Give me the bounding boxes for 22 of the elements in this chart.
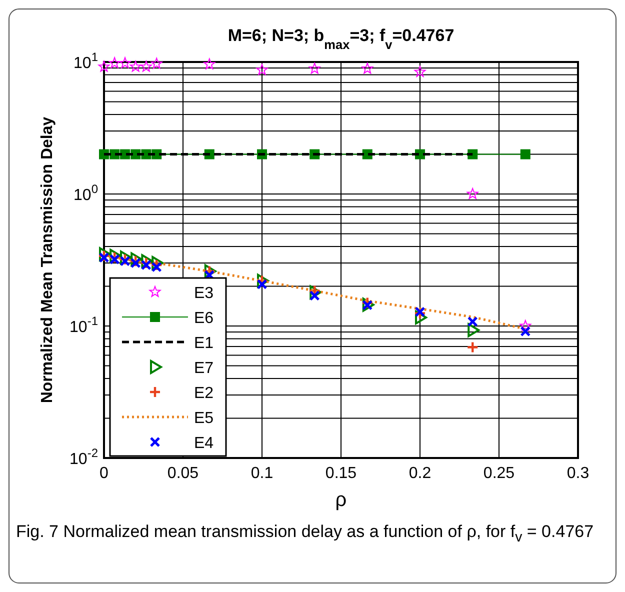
legend-label: E1	[194, 335, 214, 352]
y-tick-label: 10$^{1}$	[74, 50, 98, 72]
caption: Fig. 7 Normalized mean transmission delay as a function of ρ, for f$_{v}$ = 0.4767	[16, 521, 595, 548]
x-tick-label: 0.15	[325, 465, 357, 482]
y-tick-label: 10$^{0}$	[74, 182, 98, 204]
x-tick-label: 0	[100, 465, 109, 482]
legend-label: E2	[194, 385, 214, 402]
y-axis-title: Normalized Mean Transmission Delay	[39, 116, 56, 404]
y-tick-label: 10$^{-2}$	[70, 446, 98, 468]
x-tick-label: 0.1	[250, 465, 274, 482]
y-tick-label: 10$^{-1}$	[70, 314, 98, 336]
chart-title: M=6; N=3; b$_{max}$=3; f$_{v}$=0.4767	[228, 26, 454, 52]
legend-label: E6	[194, 310, 214, 327]
x-tick-label: 0.05	[167, 465, 199, 482]
x-tick-label: 0.25	[483, 465, 515, 482]
legend-label: E3	[194, 285, 214, 302]
legend-label: E7	[194, 360, 214, 377]
x-tick-label: 0.2	[408, 465, 432, 482]
legend-label: E4	[194, 435, 214, 452]
x-tick-label: 0.3	[566, 465, 590, 482]
x-axis-title: ρ	[335, 489, 347, 511]
legend-label: E5	[194, 410, 214, 427]
